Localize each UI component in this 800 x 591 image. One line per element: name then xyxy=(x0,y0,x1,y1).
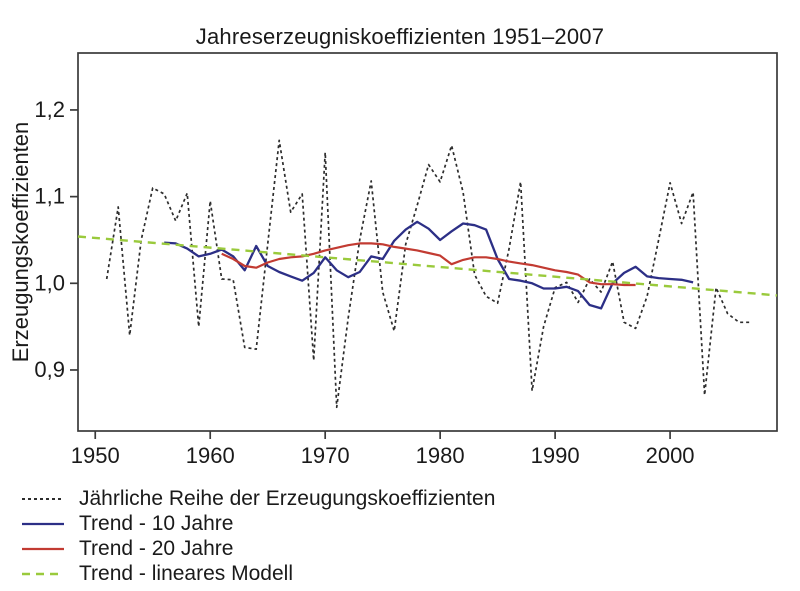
legend-item-trend-10: Trend - 10 Jahre xyxy=(20,512,495,537)
legend-label: Trend - 10 Jahre xyxy=(79,512,234,536)
svg-text:1970: 1970 xyxy=(301,443,350,468)
svg-text:1960: 1960 xyxy=(186,443,235,468)
svg-text:1950: 1950 xyxy=(71,443,120,468)
legend-swatch-dashed-black-line xyxy=(22,498,64,501)
legend-swatch-green-dashed-line xyxy=(22,572,64,575)
svg-text:2000: 2000 xyxy=(646,443,695,468)
svg-text:1980: 1980 xyxy=(416,443,465,468)
plot-area: 1950 1960 1970 1980 1990 2000 0,9 1,0 1,1 1,2 xyxy=(34,52,778,468)
svg-text:1,2: 1,2 xyxy=(34,97,65,122)
svg-text:1,1: 1,1 xyxy=(34,184,65,209)
svg-text:0,9: 0,9 xyxy=(34,357,65,382)
legend-item-annual-series: Jährliche Reihe der Erzeugungskoeffizien… xyxy=(20,487,495,512)
svg-text:1990: 1990 xyxy=(531,443,580,468)
legend-label: Trend - 20 Jahre xyxy=(79,536,234,560)
chart-title: Jahreserzeugniskoeffizienten 1951–2007 xyxy=(195,24,605,49)
legend-label: Trend - lineares Modell xyxy=(79,561,293,585)
legend-label: Jährliche Reihe der Erzeugungskoeffizien… xyxy=(79,487,496,511)
legend: Jährliche Reihe der Erzeugungskoeffizien… xyxy=(20,487,495,586)
legend-swatch-blue-line xyxy=(22,523,64,526)
legend-item-trend-20: Trend - 20 Jahre xyxy=(20,537,495,562)
legend-swatch-red-line xyxy=(22,547,64,551)
legend-item-linear-model: Trend - lineares Modell xyxy=(20,561,495,586)
svg-text:1,0: 1,0 xyxy=(34,270,65,295)
